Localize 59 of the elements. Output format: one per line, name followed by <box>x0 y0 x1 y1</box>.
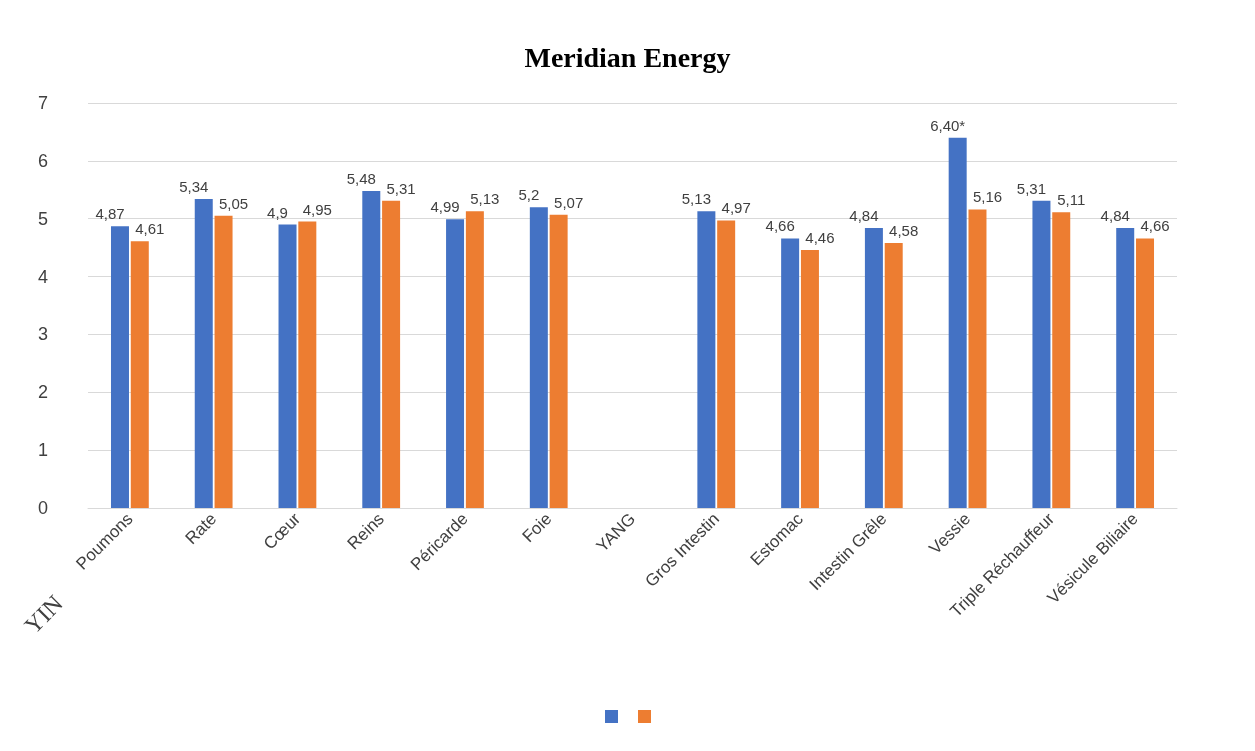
bar <box>110 226 129 508</box>
data-label: 5,05 <box>218 194 249 212</box>
data-label: 4,84 <box>1100 206 1130 224</box>
bar <box>1052 212 1071 508</box>
bar <box>864 227 883 508</box>
data-label: 4,46 <box>805 228 835 246</box>
y-tick-label: 2 <box>37 382 48 403</box>
x-tick-label: Foie <box>518 509 556 547</box>
data-label: 5,13 <box>681 190 711 208</box>
data-label: 4,97 <box>721 199 751 217</box>
bar <box>781 238 800 508</box>
bar <box>214 215 233 508</box>
bar <box>717 220 736 508</box>
y-tick-label: 5 <box>37 208 48 229</box>
bar <box>362 190 381 508</box>
bar <box>446 219 465 508</box>
data-label: 5,16 <box>972 188 1003 206</box>
bar <box>529 207 548 508</box>
data-label: 5,07 <box>554 193 584 211</box>
data-label: 6,40* <box>930 116 966 134</box>
bar <box>298 221 317 508</box>
bar <box>194 199 213 508</box>
bar <box>1032 200 1051 508</box>
bar <box>948 137 967 508</box>
data-label: 4,61 <box>135 220 165 238</box>
y-tick-label: 3 <box>37 324 48 345</box>
data-label: 4,9 <box>267 203 288 221</box>
y-tick-label: 7 <box>37 93 48 113</box>
data-label: 5,11 <box>1057 191 1086 209</box>
data-label: 4,99 <box>430 198 460 216</box>
y-tick-label: 1 <box>37 440 48 461</box>
bar <box>884 243 903 508</box>
bar <box>1116 227 1135 508</box>
bar <box>968 209 987 508</box>
bar <box>278 224 297 508</box>
bar <box>130 241 149 508</box>
data-label: 5,2 <box>518 186 540 204</box>
text: YIN <box>19 590 68 639</box>
data-label: 4,87 <box>95 205 125 223</box>
bar <box>800 249 819 508</box>
bar <box>549 214 568 508</box>
data-label: 5,31 <box>386 179 416 197</box>
data-label: 5,13 <box>470 190 500 208</box>
bar <box>697 211 716 508</box>
data-label: 4,58 <box>889 222 919 240</box>
y-tick-label: 6 <box>37 150 48 171</box>
data-label: 4,66 <box>1140 217 1170 235</box>
data-label: 5,34 <box>179 178 209 196</box>
data-label: 5,48 <box>346 169 376 187</box>
chart-title: Meridian Energy <box>524 41 731 73</box>
data-label: 4,95 <box>302 200 332 218</box>
bar <box>465 211 484 508</box>
data-label: 5,31 <box>1016 179 1047 197</box>
data-label: 4,66 <box>765 217 795 235</box>
bar <box>382 200 401 508</box>
y-tick-label: 4 <box>37 266 48 287</box>
data-label: 4,84 <box>849 206 879 224</box>
bar <box>1136 238 1155 508</box>
y-tick-label: 0 <box>37 498 48 518</box>
